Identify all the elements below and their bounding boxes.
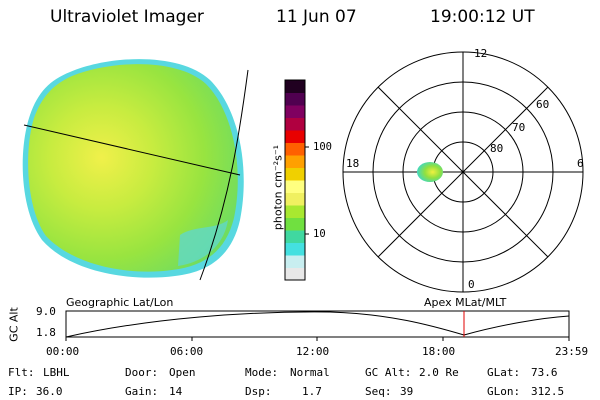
colorbar-segment	[285, 242, 305, 256]
gc-alt-label: GC Alt:	[365, 366, 412, 379]
timeline-x-tick-label: 06:00	[170, 345, 204, 358]
colorbar-segment	[285, 155, 305, 168]
colorbar-segment	[285, 117, 305, 131]
glon-label: GLon:	[487, 385, 521, 398]
uv-image-disk	[22, 59, 249, 281]
colorbar-segment	[285, 80, 305, 93]
auroral-emission-blob	[417, 162, 443, 182]
ip-label: IP:	[8, 385, 28, 398]
timeline-x-tick-label: 18:00	[422, 345, 456, 358]
colorbar-segment	[285, 105, 305, 118]
lat-line	[23, 124, 241, 176]
color-scale-frame	[284, 79, 306, 281]
timeline-frame	[65, 310, 570, 338]
door-label: Door:	[125, 366, 159, 379]
glat-value: 73.6	[531, 366, 558, 379]
color-scale-bar	[285, 80, 305, 281]
gain-label: Gain:	[125, 385, 159, 398]
lon-line	[199, 69, 249, 281]
flt-label: Flt:	[8, 366, 35, 379]
mode-label: Mode:	[245, 366, 279, 379]
timeline-right-label: Apex MLat/MLT	[424, 296, 507, 309]
colorbar-segment	[285, 267, 305, 281]
image-time: 19:00:12 UT	[430, 7, 535, 27]
mlt-label-6: 6	[577, 157, 584, 170]
colorbar-segment	[285, 192, 305, 206]
colorbar-segment	[285, 92, 305, 106]
altitude-curve	[65, 311, 570, 338]
glat-label: GLat:	[487, 366, 521, 379]
colorbar-segment	[285, 255, 305, 268]
image-date: 11 Jun 07	[276, 7, 357, 27]
colorbar-segment	[285, 217, 305, 231]
colorbar-segment	[285, 167, 305, 181]
gain-value: 14	[169, 385, 183, 398]
polar-diagonal-2	[377, 86, 549, 258]
flt-value: LBHL	[43, 366, 70, 379]
colorbar-segment	[285, 142, 305, 156]
gc-alt-value: 2.0 Re	[419, 366, 459, 379]
mlat-label-60: 60	[536, 98, 550, 111]
dsp-label: Dsp:	[245, 385, 272, 398]
door-value: Open	[169, 366, 196, 379]
timeline-y-tick-top: 9.0	[36, 305, 56, 318]
mlt-label-18: 18	[346, 157, 360, 170]
colorbar-segment	[285, 205, 305, 218]
ip-value: 36.0	[36, 385, 63, 398]
instrument-title: Ultraviolet Imager	[50, 7, 204, 27]
seq-value: 39	[400, 385, 414, 398]
timeline-left-label: Geographic Lat/Lon	[66, 296, 174, 309]
timeline-y-tick-bottom: 1.8	[36, 326, 56, 339]
colorbar-segment	[285, 130, 305, 143]
seq-label: Seq:	[365, 385, 392, 398]
mode-value: Normal	[290, 366, 330, 379]
timeline-x-tick-label: 23:59	[555, 345, 589, 358]
colorbar-tick-label-100: 100	[313, 141, 332, 153]
colorbar-segment	[285, 180, 305, 193]
disk-emission	[28, 64, 238, 272]
colorbar-segment	[285, 230, 305, 243]
colorbar-unit-label: photon cm⁻²s⁻¹	[271, 144, 285, 231]
mlt-label-0: 0	[468, 278, 475, 291]
mlat-label-80: 80	[490, 142, 504, 155]
timeline-x-tick-label: 00:00	[46, 345, 80, 358]
polar-plot	[342, 51, 584, 293]
colorbar-tick-label-10: 10	[313, 228, 326, 240]
timeline-y-axis-label: GC Alt	[7, 307, 21, 342]
timeline-x-tick-label: 12:00	[296, 345, 330, 358]
mlt-label-12: 12	[474, 47, 488, 60]
mlat-label-70: 70	[512, 121, 526, 134]
disk-cyan-patch	[178, 220, 228, 266]
dsp-value: 1.7	[302, 385, 322, 398]
glon-value: 312.5	[531, 385, 565, 398]
altitude-timeline	[65, 310, 570, 341]
